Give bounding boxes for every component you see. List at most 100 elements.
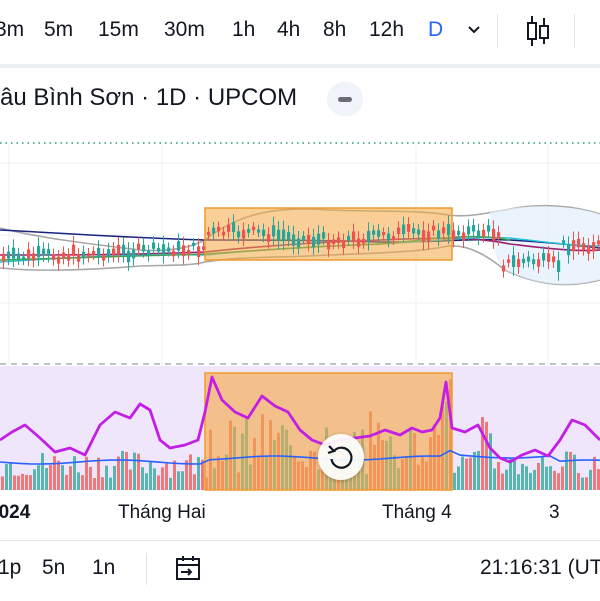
volume-bar [89, 466, 92, 490]
volume-bar [533, 469, 536, 490]
candle-body [27, 249, 31, 259]
volume-bar [541, 456, 544, 490]
volume-bar [165, 463, 168, 490]
timeframe-toolbar: 3m 5m 15m 30m 1h 4h 8h 12h D [0, 0, 600, 62]
candle-body [422, 230, 426, 242]
reset-chart-button[interactable] [318, 434, 364, 480]
volume-bar [457, 466, 460, 490]
clock-readout[interactable]: 21:16:31 (UT [480, 556, 600, 579]
candle-body [82, 251, 86, 259]
volume-bar [501, 473, 504, 490]
candle-body [532, 259, 536, 265]
volume-bar [477, 450, 480, 490]
candle-body [522, 258, 526, 264]
candle-body [432, 225, 436, 231]
candle-body [282, 229, 286, 242]
timeframe-15m[interactable]: 15m [98, 18, 139, 41]
candle-body [457, 230, 461, 235]
volume-bar [1, 476, 4, 490]
candle-body [597, 240, 600, 245]
timeframe-4h[interactable]: 4h [277, 18, 301, 41]
candle-body [102, 254, 106, 261]
timeframe-30m[interactable]: 30m [164, 18, 205, 41]
candle-body [177, 241, 181, 251]
symbol-title[interactable]: âu Bình Sơn · 1D · UPCOM [0, 84, 298, 111]
candle-body [172, 250, 176, 257]
candle-body [122, 244, 126, 255]
candle-body [7, 251, 11, 259]
timeframe-5m[interactable]: 5m [44, 18, 74, 41]
volume-bar [529, 472, 532, 490]
volume-bar [153, 468, 156, 490]
candles-icon[interactable] [524, 14, 552, 48]
candle-body [587, 245, 591, 254]
price-chart[interactable] [0, 130, 600, 500]
candle-body [402, 224, 406, 235]
candle-body [472, 224, 476, 232]
volume-bar [145, 473, 148, 490]
volume-bar [141, 467, 144, 490]
volume-bar [137, 453, 140, 490]
candle-body [377, 230, 381, 237]
candle-body [157, 247, 161, 252]
volume-bar [25, 474, 28, 490]
candle-body [552, 256, 556, 263]
candle-body [347, 235, 351, 241]
volume-bar [21, 473, 24, 490]
candlesticks [2, 214, 600, 281]
volume-bar [149, 461, 152, 490]
calendar-goto-icon[interactable] [172, 553, 204, 585]
range-1n[interactable]: 1n [92, 556, 116, 579]
volume-bar [105, 465, 108, 490]
oscillator-line [0, 375, 600, 464]
candle-body [467, 226, 471, 235]
candle-body [517, 259, 521, 267]
candle-body [272, 225, 276, 237]
candle-body [262, 229, 266, 237]
volume-bar [185, 460, 188, 490]
range-5n[interactable]: 5n [42, 556, 66, 579]
volume-bar [561, 466, 564, 490]
candle-body [202, 246, 206, 250]
timeframe-d[interactable]: D [428, 18, 444, 41]
candle-body [32, 253, 36, 261]
candle-body [222, 231, 226, 236]
candle-body [582, 243, 586, 250]
volume-bar [177, 471, 180, 490]
volume-bar [77, 472, 80, 490]
volume-bar [33, 469, 36, 490]
volume-bar [597, 469, 600, 490]
volume-bar [41, 453, 44, 490]
candle-body [212, 227, 216, 234]
timeframe-1h[interactable]: 1h [232, 18, 256, 41]
candle-body [37, 245, 41, 258]
candle-body [352, 231, 356, 242]
candle-body [227, 224, 231, 232]
candle-body [287, 231, 291, 240]
volume-bar [73, 456, 76, 490]
candle-body [332, 239, 336, 245]
candle-body [147, 250, 151, 256]
volume-bar [133, 452, 136, 490]
candle-body [572, 240, 576, 252]
timeframe-12h[interactable]: 12h [369, 18, 405, 41]
chevron-down-icon[interactable] [466, 22, 482, 36]
candle-body [97, 247, 101, 257]
candle-body [47, 249, 51, 256]
toolbar-border [0, 64, 600, 68]
range-1p[interactable]: 1p [0, 556, 22, 579]
volume-bar [29, 475, 32, 490]
candle-body [197, 246, 201, 257]
minus-icon[interactable] [327, 82, 363, 116]
candle-body [487, 225, 491, 232]
candle-body [557, 260, 561, 272]
candle-body [67, 254, 71, 261]
candle-body [152, 242, 156, 249]
volume-bar [197, 457, 200, 490]
timeframe-3m[interactable]: 3m [0, 18, 25, 41]
volume-bar [101, 477, 104, 490]
candle-body [537, 259, 541, 267]
timeframe-8h[interactable]: 8h [323, 18, 347, 41]
candle-body [502, 265, 506, 272]
volume-bar [45, 467, 48, 490]
